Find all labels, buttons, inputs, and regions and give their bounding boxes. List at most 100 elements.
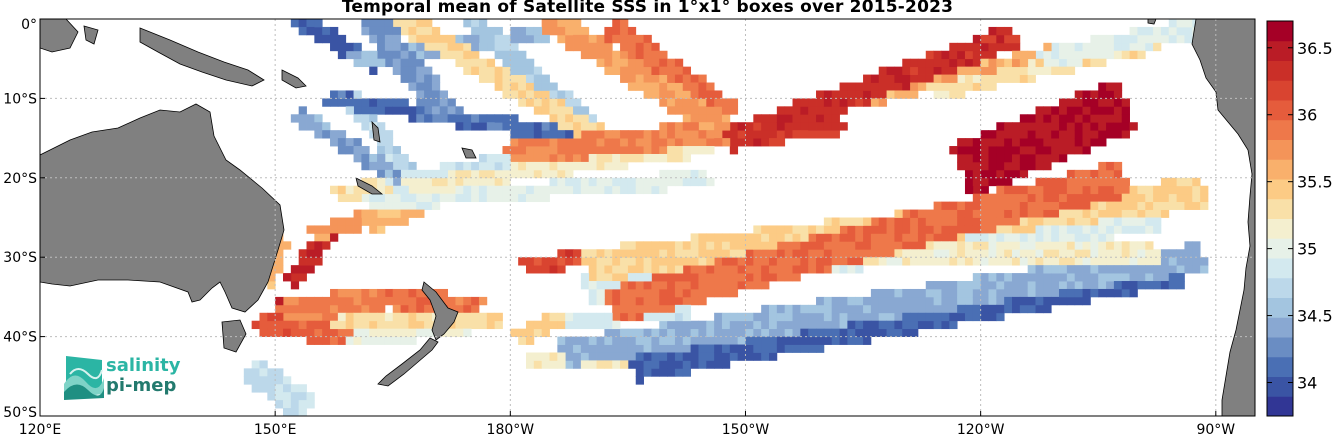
sss-cell bbox=[612, 138, 621, 147]
sss-cell bbox=[698, 296, 707, 306]
sss-cell bbox=[964, 153, 974, 163]
sss-cell bbox=[251, 320, 260, 330]
sss-cell bbox=[455, 34, 464, 44]
sss-cell bbox=[910, 257, 919, 266]
sss-cell bbox=[1090, 233, 1099, 242]
sss-cell bbox=[627, 336, 637, 345]
sss-cell bbox=[1004, 249, 1013, 258]
sss-cell bbox=[314, 257, 323, 266]
sss-cell bbox=[1012, 138, 1021, 147]
sss-cell bbox=[635, 42, 644, 52]
sss-cell bbox=[847, 304, 856, 314]
sss-cell bbox=[964, 288, 974, 298]
sss-cell bbox=[659, 296, 668, 306]
sss-cell bbox=[283, 320, 292, 330]
sss-cell bbox=[972, 296, 982, 306]
sss-cell bbox=[431, 177, 441, 187]
sss-cell bbox=[408, 312, 417, 322]
sss-cell bbox=[377, 50, 386, 60]
sss-cell bbox=[565, 312, 574, 322]
sss-cell bbox=[1090, 273, 1099, 282]
sss-cell bbox=[549, 98, 558, 107]
sss-cell bbox=[549, 320, 558, 330]
sss-cell bbox=[745, 130, 754, 139]
sss-cell bbox=[706, 360, 715, 369]
sss-cell bbox=[259, 360, 268, 369]
sss-cell bbox=[502, 114, 511, 123]
sss-cell bbox=[792, 320, 801, 330]
sss-cell bbox=[353, 90, 362, 99]
sss-cell bbox=[1051, 114, 1060, 123]
sss-cell bbox=[431, 34, 441, 44]
sss-cell bbox=[988, 288, 997, 298]
sss-cell bbox=[330, 98, 339, 107]
sss-cell bbox=[510, 169, 519, 179]
sss-cell bbox=[761, 257, 770, 266]
sss-cell bbox=[306, 122, 315, 131]
sss-cell bbox=[392, 312, 401, 322]
sss-cell bbox=[682, 241, 692, 250]
sss-cell bbox=[964, 50, 974, 60]
sss-cell bbox=[910, 241, 919, 250]
colorbar-tick-label: 35 bbox=[1297, 240, 1317, 259]
sss-cell bbox=[1098, 177, 1107, 187]
sss-cell bbox=[698, 82, 707, 91]
sss-cell bbox=[996, 257, 1005, 266]
y-tick-label: 0° bbox=[21, 17, 37, 33]
sss-cell bbox=[596, 249, 605, 258]
sss-cell bbox=[1012, 169, 1021, 179]
sss-cell bbox=[384, 209, 394, 218]
sss-cell bbox=[831, 320, 840, 330]
sss-cell bbox=[620, 58, 629, 68]
sss-cell bbox=[1113, 281, 1123, 290]
sss-cell bbox=[1051, 130, 1060, 139]
sss-cell bbox=[784, 320, 793, 330]
sss-cell bbox=[721, 312, 731, 322]
sss-cell bbox=[651, 42, 660, 52]
sss-cell bbox=[1035, 241, 1044, 250]
sss-cell bbox=[831, 114, 840, 123]
sss-cell bbox=[870, 225, 880, 234]
sss-cell bbox=[933, 209, 942, 218]
sss-cell bbox=[283, 392, 292, 401]
sss-cell bbox=[667, 352, 676, 361]
sss-cell bbox=[667, 320, 676, 330]
sss-cell bbox=[831, 106, 840, 115]
sss-cell bbox=[377, 98, 386, 107]
sss-cell bbox=[784, 336, 793, 345]
sss-cell bbox=[964, 161, 974, 171]
sss-cell bbox=[1098, 201, 1107, 210]
sss-cell bbox=[431, 114, 441, 123]
sss-cell bbox=[455, 185, 464, 195]
sss-cell bbox=[400, 312, 409, 322]
sss-cell bbox=[275, 257, 284, 266]
sss-cell bbox=[831, 217, 840, 226]
sss-cell bbox=[1012, 225, 1021, 234]
sss-cell bbox=[690, 257, 699, 266]
sss-cell bbox=[643, 265, 652, 274]
sss-cell bbox=[580, 352, 590, 361]
sss-cell bbox=[337, 328, 347, 337]
sss-cell bbox=[1051, 281, 1060, 290]
sss-cell bbox=[667, 328, 676, 337]
sss-cell bbox=[580, 320, 590, 330]
sss-cell bbox=[784, 328, 793, 337]
sss-cell bbox=[604, 161, 613, 171]
sss-cell bbox=[1082, 177, 1091, 187]
sss-cell bbox=[283, 312, 292, 322]
sss-cell bbox=[917, 209, 927, 218]
sss-cell bbox=[831, 296, 840, 306]
sss-cell bbox=[384, 328, 394, 337]
sss-cell bbox=[627, 146, 637, 155]
sss-cell bbox=[275, 392, 284, 401]
sss-cell bbox=[1113, 34, 1123, 44]
sss-cell bbox=[674, 138, 684, 147]
sss-cell bbox=[972, 138, 982, 147]
sss-cell bbox=[588, 281, 597, 290]
sss-cell bbox=[980, 161, 989, 171]
sss-cell bbox=[855, 82, 864, 91]
sss-cell bbox=[283, 384, 292, 393]
sss-cell bbox=[698, 130, 707, 139]
sss-cell bbox=[1043, 201, 1052, 210]
sss-cell bbox=[330, 233, 339, 242]
